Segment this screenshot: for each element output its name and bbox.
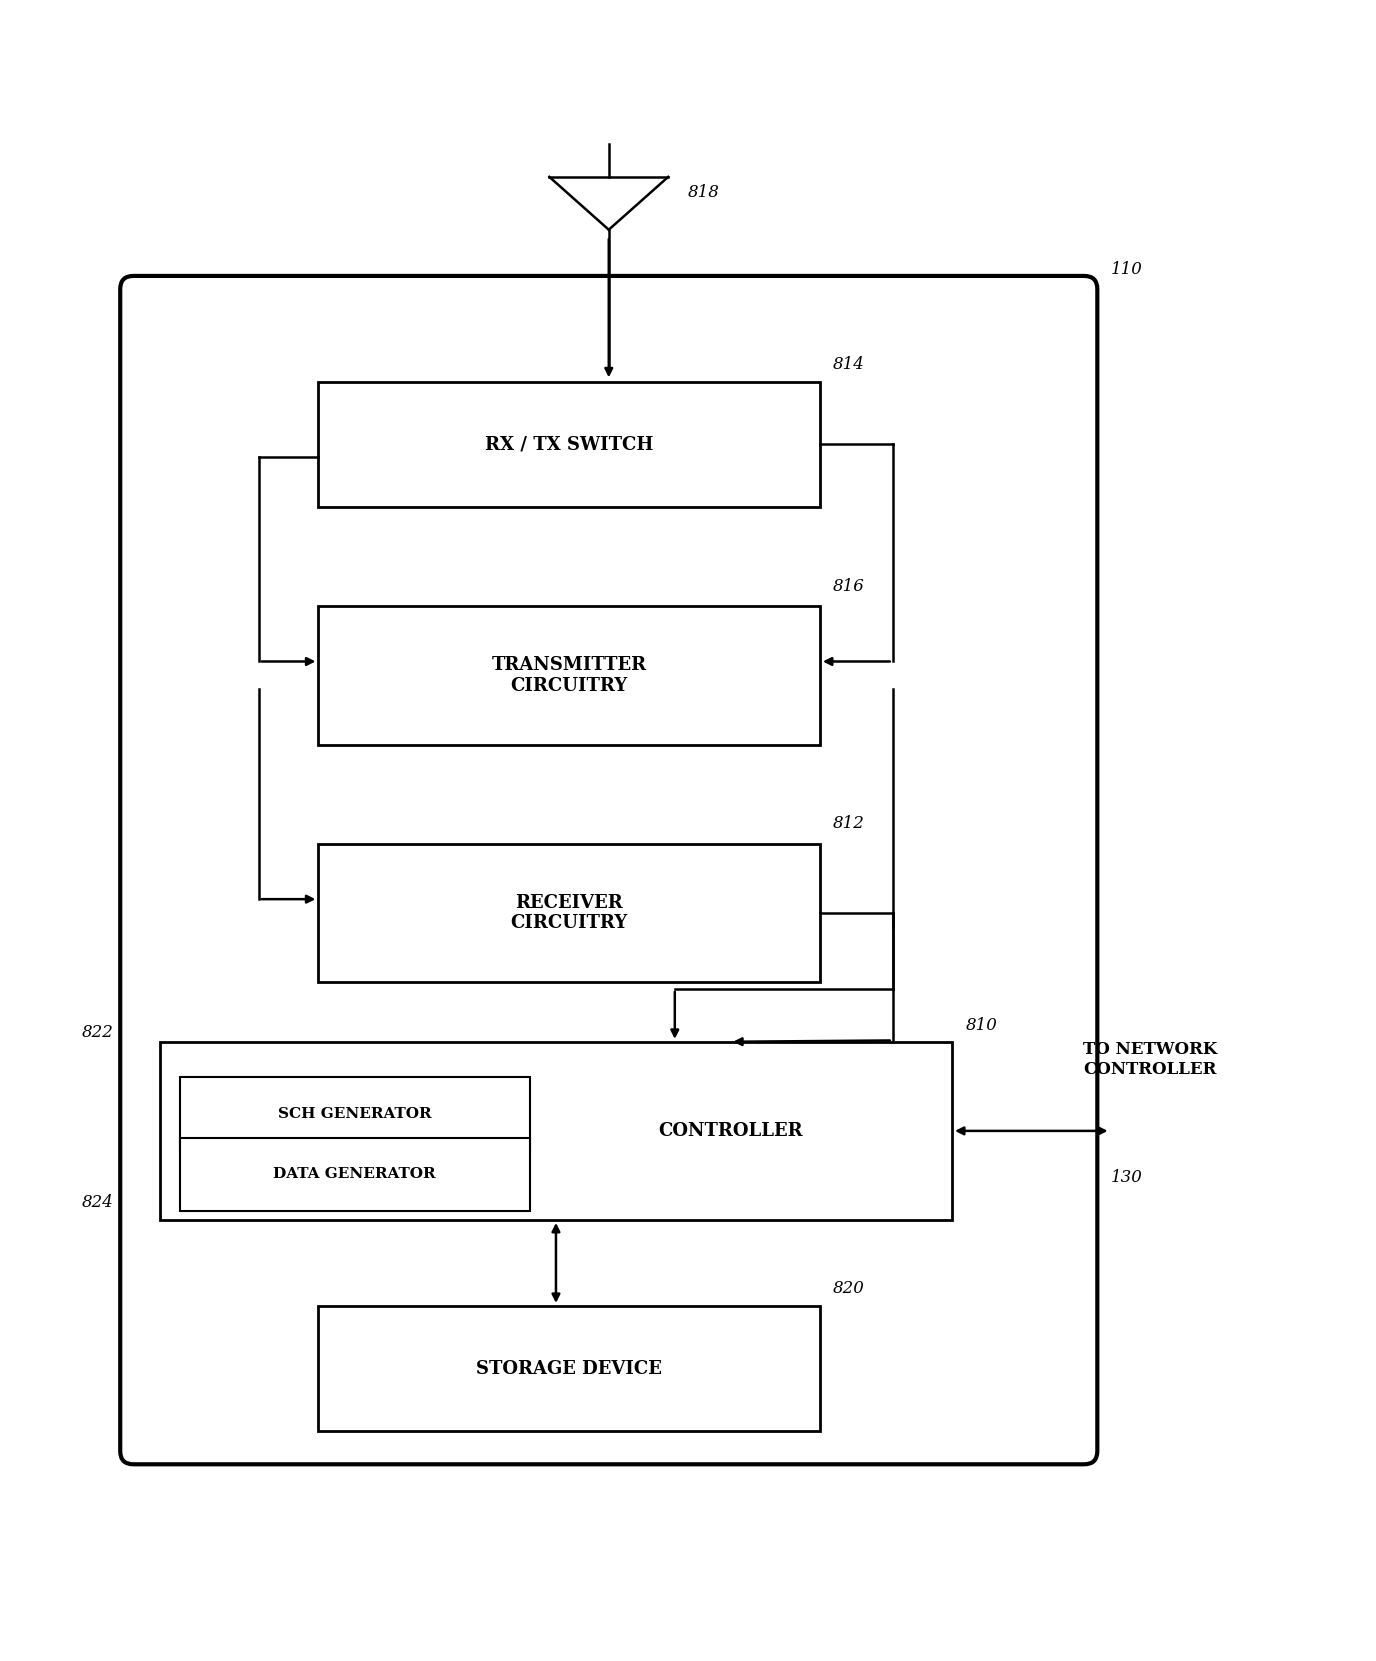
Text: CONTROLLER: CONTROLLER bbox=[658, 1121, 802, 1139]
Text: 818: 818 bbox=[688, 184, 720, 201]
FancyBboxPatch shape bbox=[318, 844, 820, 982]
FancyBboxPatch shape bbox=[160, 1041, 952, 1221]
Text: RX / TX SWITCH: RX / TX SWITCH bbox=[484, 435, 654, 453]
FancyBboxPatch shape bbox=[120, 276, 1097, 1465]
Text: DATA GENERATOR: DATA GENERATOR bbox=[274, 1168, 436, 1181]
Text: 810: 810 bbox=[966, 1018, 998, 1035]
Text: 820: 820 bbox=[834, 1281, 866, 1297]
Text: 822: 822 bbox=[81, 1025, 114, 1041]
Text: 130: 130 bbox=[1110, 1169, 1142, 1186]
Text: TRANSMITTER
CIRCUITRY: TRANSMITTER CIRCUITRY bbox=[491, 656, 647, 694]
Text: 812: 812 bbox=[834, 816, 866, 832]
FancyBboxPatch shape bbox=[318, 1306, 820, 1432]
Text: 816: 816 bbox=[834, 578, 866, 595]
FancyBboxPatch shape bbox=[180, 1138, 530, 1211]
FancyBboxPatch shape bbox=[318, 606, 820, 744]
Text: RECEIVER
CIRCUITRY: RECEIVER CIRCUITRY bbox=[510, 894, 627, 932]
FancyBboxPatch shape bbox=[180, 1078, 530, 1149]
Text: 814: 814 bbox=[834, 355, 866, 374]
Text: 110: 110 bbox=[1110, 261, 1142, 277]
Text: 824: 824 bbox=[81, 1194, 114, 1211]
Text: STORAGE DEVICE: STORAGE DEVICE bbox=[476, 1360, 662, 1377]
FancyBboxPatch shape bbox=[318, 382, 820, 507]
Text: SCH GENERATOR: SCH GENERATOR bbox=[278, 1106, 432, 1121]
Text: TO NETWORK
CONTROLLER: TO NETWORK CONTROLLER bbox=[1083, 1041, 1218, 1078]
